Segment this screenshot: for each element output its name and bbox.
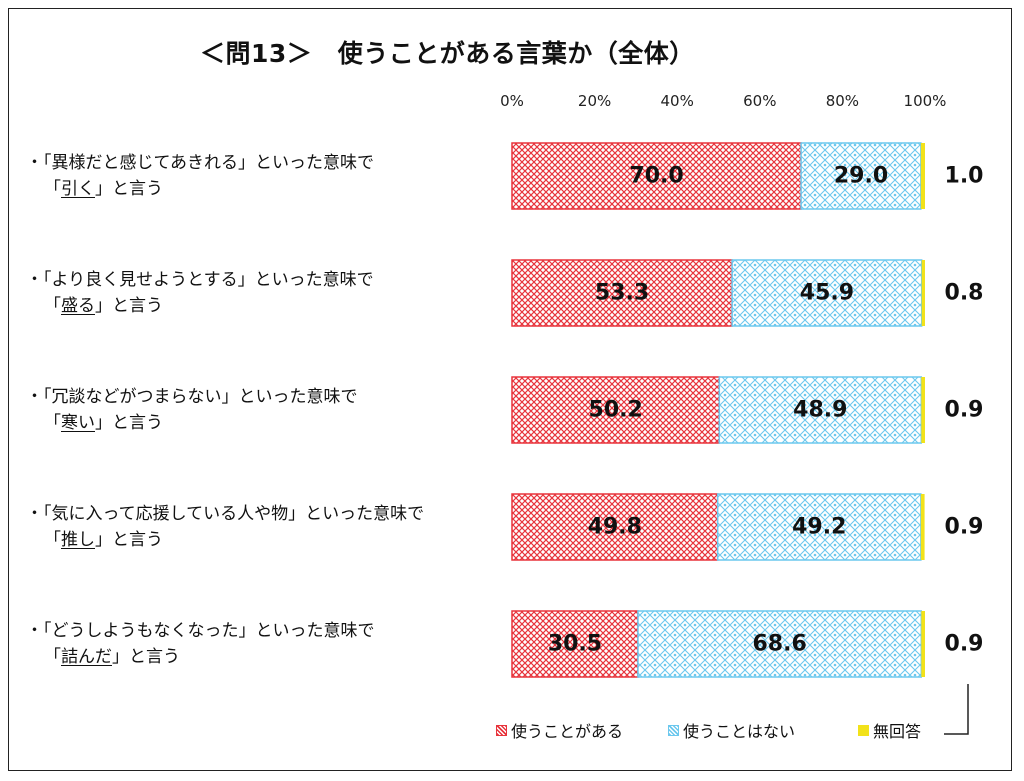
bar-no-answer <box>920 494 925 560</box>
x-tick-label: 20% <box>577 92 612 110</box>
category-label-line1: 気に入って応援している人や物」といった意味で <box>51 504 425 524</box>
chart-title: ＜問13＞ 使うことがある言葉か（全体） <box>200 39 695 68</box>
bar-no-answer <box>920 143 925 209</box>
category-label-open: 「 <box>44 296 61 316</box>
category-label: ・「冗談などがつまらない」といった意味で「寒い」と言う <box>26 384 358 436</box>
category-label-open: 「 <box>44 413 61 433</box>
data-label-no-answer: 0.9 <box>944 397 984 423</box>
leader-line <box>944 684 969 735</box>
data-label: 49.2 <box>792 514 847 540</box>
legend-swatch <box>496 724 507 736</box>
category-label-word: 寒い <box>61 413 95 433</box>
data-label: 49.8 <box>587 514 642 540</box>
legend-label: 使うことはない <box>683 722 796 741</box>
bar-use <box>511 610 639 678</box>
x-tick-label: 80% <box>825 92 860 110</box>
bar-no-answer <box>921 377 925 443</box>
data-label: 53.3 <box>594 280 650 306</box>
legend-item: 使うことはない <box>668 718 795 742</box>
bar-not-use <box>800 142 922 210</box>
category-label-prefix: ・「 <box>26 387 52 407</box>
category-label: ・「どうしようもなくなった」といった意味で「詰んだ」と言う <box>26 618 375 670</box>
category-label-line1: 冗談などがつまらない」といった意味で <box>51 387 358 407</box>
x-tick-label: 40% <box>660 92 694 110</box>
data-label-no-answer: 0.9 <box>944 631 984 657</box>
legend-item: 無回答 <box>858 718 921 742</box>
category-label-close: 」と言う <box>95 413 163 433</box>
category-label-open: 「 <box>44 179 61 199</box>
bar-not-use <box>637 610 923 678</box>
category-label-open: 「 <box>44 647 61 667</box>
data-label: 29.0 <box>833 163 889 189</box>
data-label: 50.2 <box>588 397 643 423</box>
category-label-line1: より良く見せようとする」といった意味で <box>51 270 374 290</box>
bar-not-use <box>718 376 923 444</box>
x-tick-label: 100% <box>903 92 947 110</box>
bar-no-answer <box>921 611 925 677</box>
category-label-line1: 異様だと感じてあきれる」といった意味で <box>51 153 375 173</box>
data-label-no-answer: 0.8 <box>944 280 984 306</box>
category-label-open: 「 <box>44 530 61 550</box>
category-label-close: 」と言う <box>95 296 163 316</box>
category-label-prefix: ・「 <box>26 153 52 173</box>
category-label-prefix: ・「 <box>26 504 52 524</box>
category-label-close: 」と言う <box>95 530 163 550</box>
bar-no-answer <box>921 260 925 326</box>
data-label: 45.9 <box>799 280 855 306</box>
bar-use <box>511 493 719 561</box>
chart-frame <box>8 8 1012 771</box>
category-label-prefix: ・「 <box>26 270 52 290</box>
data-label: 30.5 <box>547 631 603 657</box>
category-label: ・「気に入って応援している人や物」といった意味で「推し」と言う <box>26 501 424 553</box>
data-label-no-answer: 1.0 <box>944 163 984 189</box>
x-tick-label: 60% <box>743 92 777 110</box>
category-label-line1: どうしようもなくなった」といった意味で <box>51 621 375 641</box>
category-label-prefix: ・「 <box>26 621 52 641</box>
data-label: 48.9 <box>793 397 848 423</box>
data-label: 68.6 <box>752 631 807 657</box>
category-label-close: 」と言う <box>112 647 180 667</box>
data-label: 70.0 <box>629 163 684 189</box>
bar-not-use <box>716 493 922 561</box>
category-label-word: 推し <box>61 530 95 550</box>
category-label-word: 盛る <box>61 296 95 316</box>
legend-label: 使うことがある <box>511 722 624 741</box>
category-label-close: 」と言う <box>95 179 163 199</box>
bar-use <box>511 142 802 210</box>
category-label: ・「より良く見せようとする」といった意味で「盛る」と言う <box>26 267 374 319</box>
legend-swatch <box>668 724 679 736</box>
category-label: ・「異様だと感じてあきれる」といった意味で「引く」と言う <box>26 150 374 202</box>
legend-swatch <box>858 724 869 736</box>
category-label-word: 引く <box>61 179 95 199</box>
x-tick-label: 0% <box>500 92 524 110</box>
legend-label: 無回答 <box>873 722 922 741</box>
data-label-no-answer: 0.9 <box>944 514 984 540</box>
legend-item: 使うことがある <box>496 718 623 742</box>
category-label-word: 詰んだ <box>61 647 112 667</box>
